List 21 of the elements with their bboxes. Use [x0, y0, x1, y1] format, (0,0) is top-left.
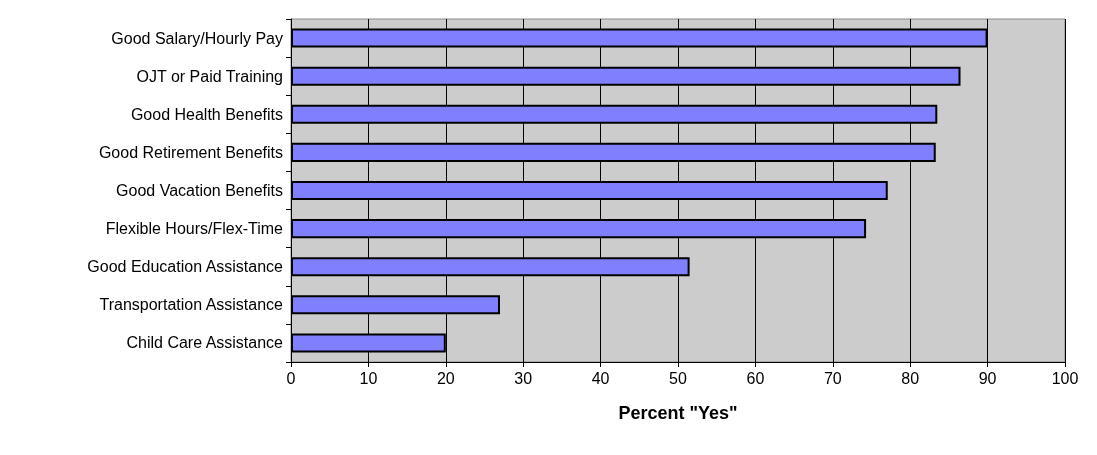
x-tick-label: 20 — [436, 369, 455, 387]
x-tick-label: 100 — [1051, 369, 1079, 387]
y-tick-label: Good Vacation Benefits — [116, 182, 283, 199]
x-tick-label: 0 — [286, 369, 296, 387]
y-tick-label: Transportation Assistance — [99, 296, 284, 314]
y-tick-label: Good Salary/Hourly Pay — [111, 29, 283, 47]
x-tick-label: 90 — [978, 369, 997, 387]
y-tick-label: OJT or Paid Training — [136, 67, 283, 85]
y-tick-label: Good Education Assistance — [87, 258, 284, 276]
x-tick-label: 60 — [746, 369, 765, 387]
x-axis-title: Percent "Yes" — [618, 403, 738, 423]
x-tick-label: 70 — [823, 369, 842, 387]
x-tick-label: 50 — [669, 369, 687, 387]
y-tick-label: Flexible Hours/Flex-Time — [105, 220, 284, 238]
x-tick-label: 80 — [901, 369, 920, 387]
y-tick-label: Good Retirement Benefits — [98, 143, 283, 161]
x-tick-label: 10 — [359, 369, 378, 387]
x-tick-label: 30 — [514, 369, 533, 387]
y-tick-label: Child Care Assistance — [126, 334, 284, 352]
y-tick-label: Good Health Benefits — [130, 105, 283, 123]
x-tick-label: 40 — [591, 369, 610, 387]
